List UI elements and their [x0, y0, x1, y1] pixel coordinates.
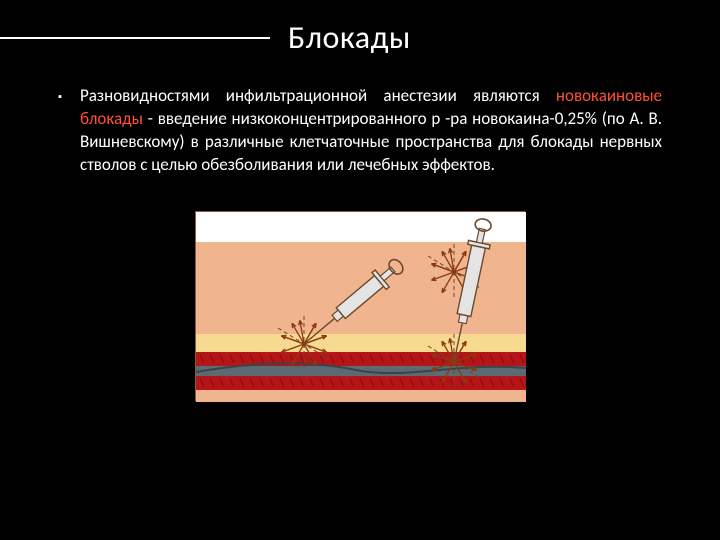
figure-wrap: [58, 211, 662, 401]
bullet-icon: ▪: [58, 85, 80, 109]
title-row: Блокады: [0, 0, 720, 57]
paragraph: Разновидностями инфильтрационной анестез…: [80, 85, 662, 177]
title-divider: [0, 37, 270, 39]
anesthesia-diagram: [195, 211, 525, 401]
diagram-svg: [196, 212, 526, 402]
slide: Блокады ▪ Разновидностями инфильтрационн…: [0, 0, 720, 540]
paragraph-lead: Разновидностями инфильтрационной анестез…: [80, 85, 556, 106]
bullet-row: ▪ Разновидностями инфильтрационной анест…: [58, 85, 662, 177]
slide-body: ▪ Разновидностями инфильтрационной анест…: [0, 57, 720, 401]
slide-title: Блокады: [288, 18, 411, 57]
paragraph-tail: - введение низкоконцентрированного р -ра…: [80, 108, 662, 175]
